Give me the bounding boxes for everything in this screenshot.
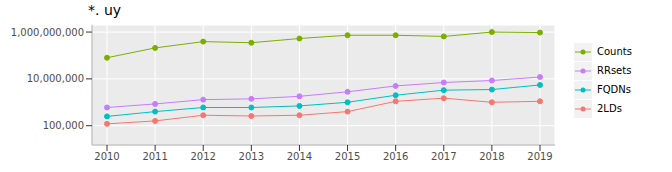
svg-text:2015: 2015 (335, 151, 360, 162)
svg-text:2013: 2013 (239, 151, 264, 162)
html-text:FQDNs: FQDNs (597, 84, 631, 95)
svg-text:10,000,000: 10,000,000 (27, 73, 84, 84)
html-text:*. uy: *. uy (88, 2, 122, 18)
svg-text:100,000: 100,000 (43, 120, 84, 131)
svg-text:2012: 2012 (190, 151, 215, 162)
svg-text:2016: 2016 (383, 151, 408, 162)
html-text:RRsets: RRsets (597, 65, 632, 76)
svg-text:1,000,000,000: 1,000,000,000 (11, 27, 84, 38)
svg-text:2019: 2019 (527, 151, 552, 162)
svg-text:2011: 2011 (142, 151, 167, 162)
svg-text:2018: 2018 (479, 151, 504, 162)
svg-text:2014: 2014 (287, 151, 312, 162)
html-text:Counts: Counts (597, 46, 632, 57)
svg-text:2017: 2017 (431, 151, 456, 162)
html-text:2LDs: 2LDs (597, 103, 622, 114)
svg-text:2010: 2010 (94, 151, 119, 162)
